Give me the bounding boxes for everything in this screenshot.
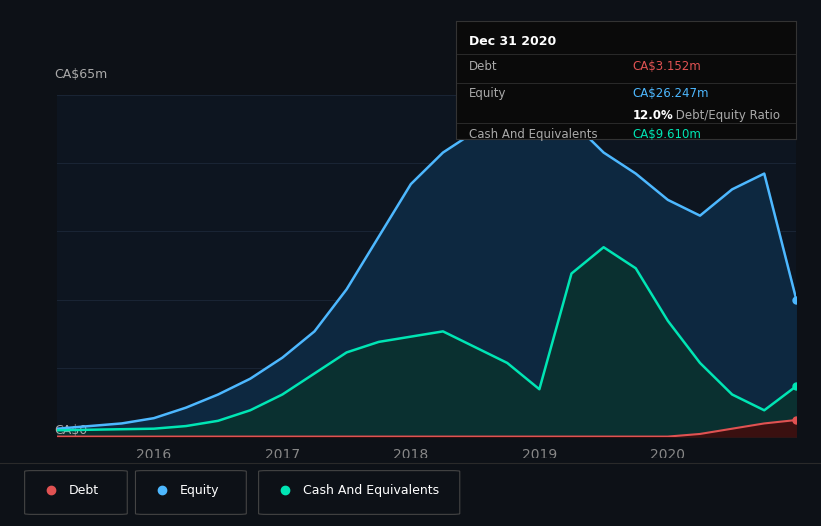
Text: CA$3.152m: CA$3.152m xyxy=(633,60,702,73)
Text: Cash And Equivalents: Cash And Equivalents xyxy=(470,128,598,140)
Text: Debt: Debt xyxy=(69,484,99,497)
Text: Debt/Equity Ratio: Debt/Equity Ratio xyxy=(672,108,780,122)
Text: Equity: Equity xyxy=(180,484,219,497)
Text: CA$65m: CA$65m xyxy=(54,68,107,81)
Text: CA$0: CA$0 xyxy=(54,423,87,437)
Text: CA$26.247m: CA$26.247m xyxy=(633,87,709,100)
Text: 12.0%: 12.0% xyxy=(633,108,673,122)
Text: Equity: Equity xyxy=(470,87,507,100)
Text: Cash And Equivalents: Cash And Equivalents xyxy=(303,484,439,497)
Text: Dec 31 2020: Dec 31 2020 xyxy=(470,35,557,48)
Text: Debt: Debt xyxy=(470,60,498,73)
Text: CA$9.610m: CA$9.610m xyxy=(633,128,702,140)
